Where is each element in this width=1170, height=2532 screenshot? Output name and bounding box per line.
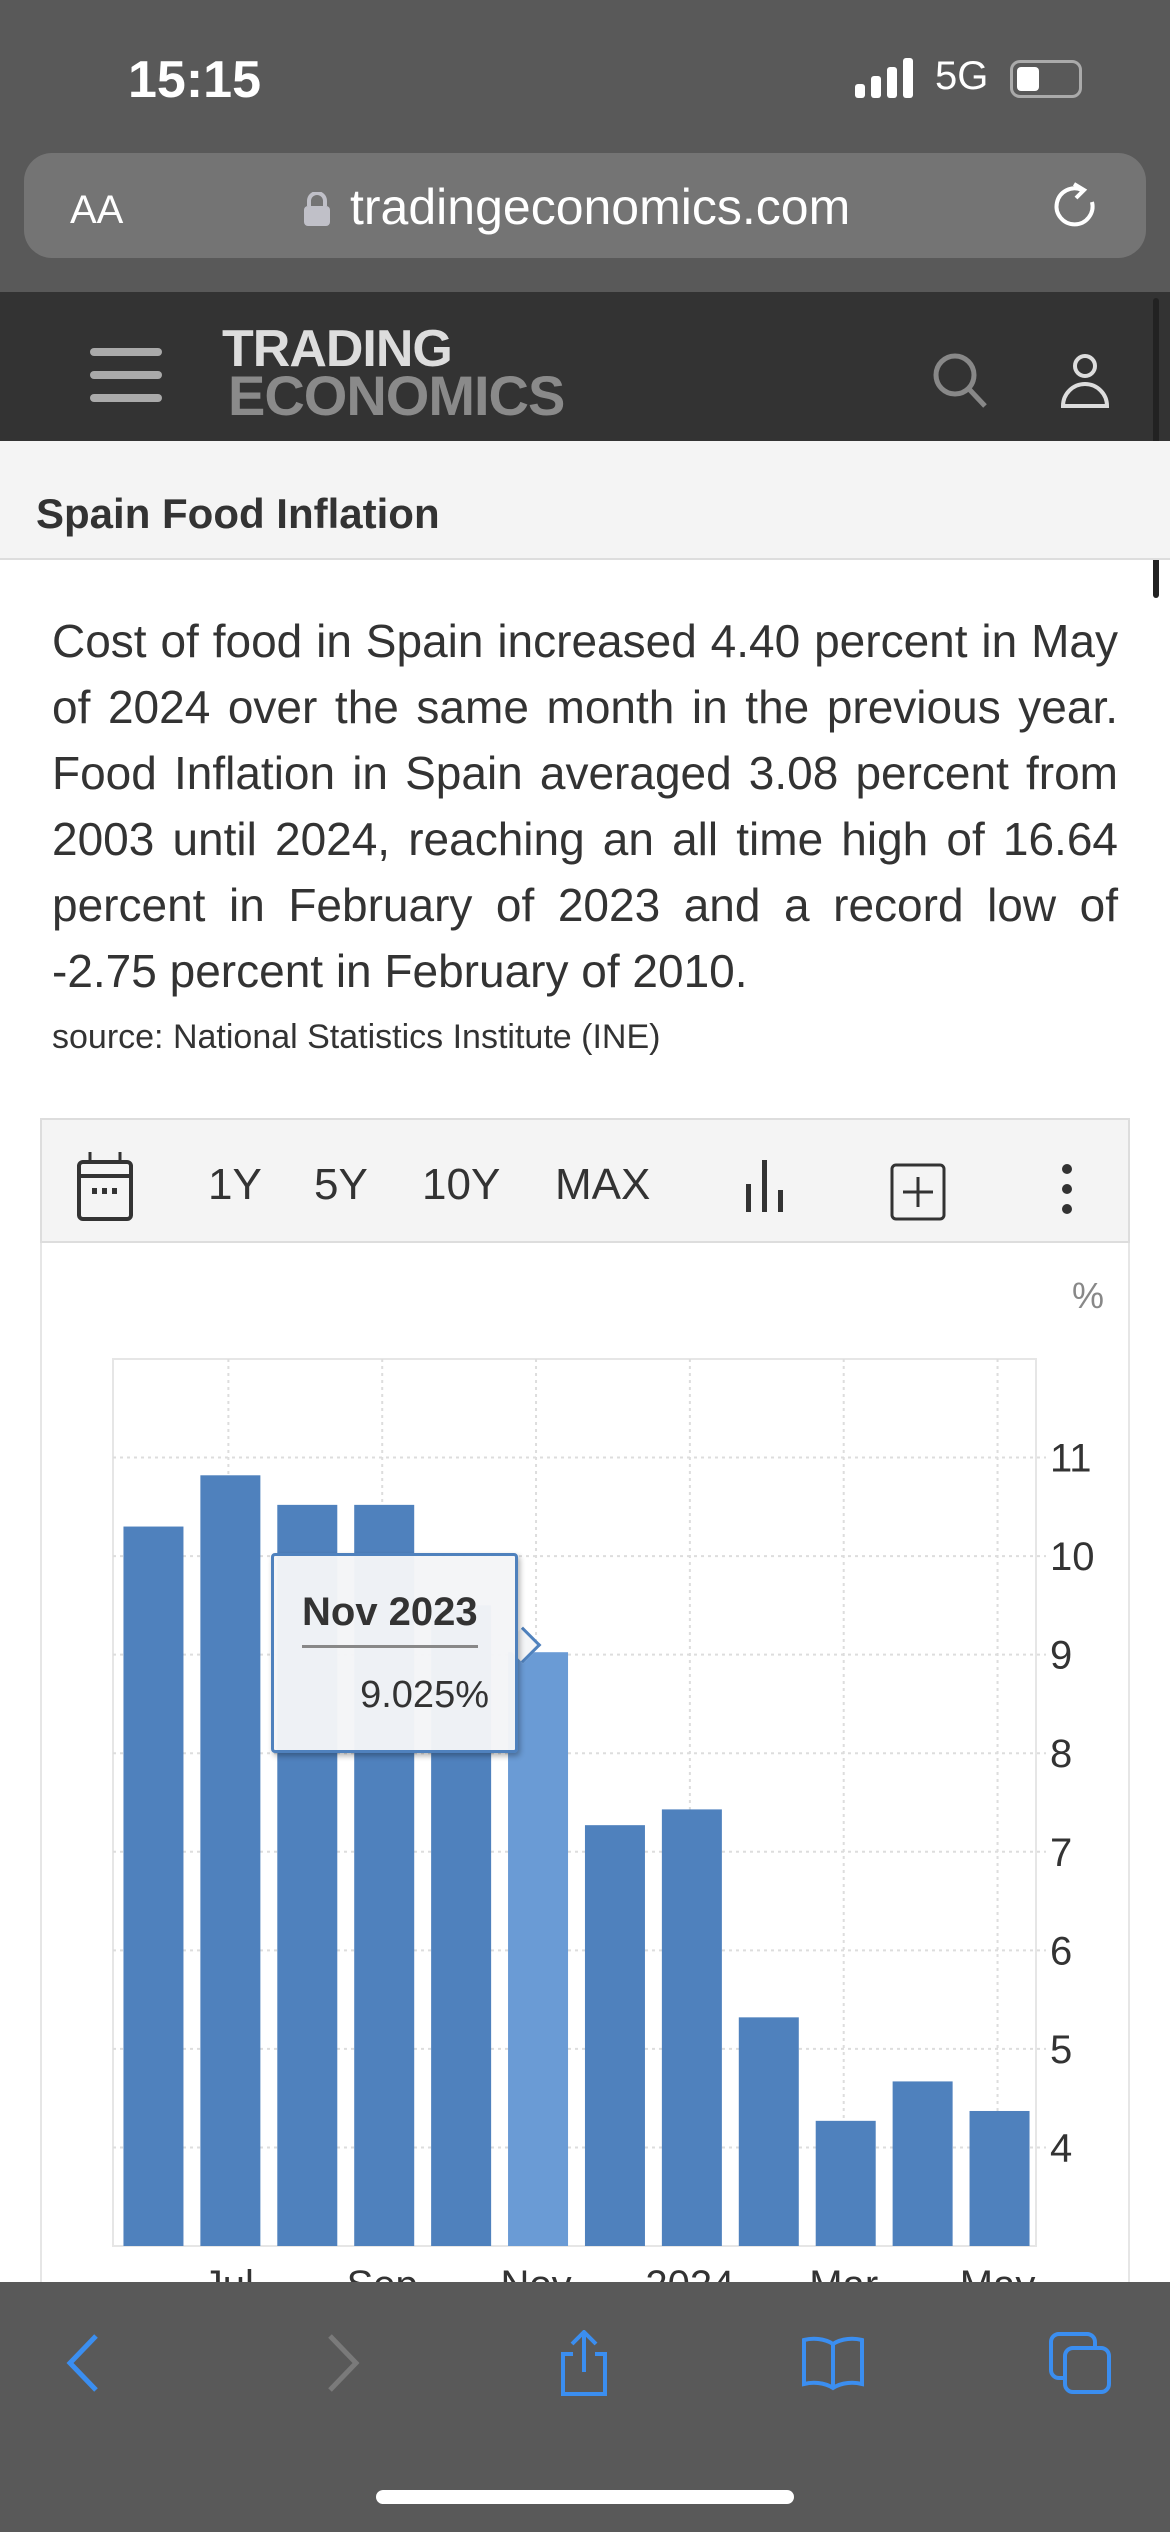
chart-type-icon[interactable] <box>744 1160 788 1212</box>
title-band <box>0 441 1170 560</box>
address-bar[interactable] <box>24 153 1146 258</box>
network-type: 5G <box>935 54 989 98</box>
logo-economics[interactable]: ECONOMICS <box>228 364 565 427</box>
y-tick-label: 8 <box>1050 1732 1072 1776</box>
bar <box>123 1526 184 2246</box>
chart-tooltip: Nov 2023 9.025% <box>271 1553 518 1753</box>
tooltip-title: Nov 2023 <box>302 1590 478 1648</box>
y-tick-label: 4 <box>1050 2126 1072 2170</box>
share-icon[interactable] <box>551 2330 617 2396</box>
logo-trading[interactable]: TRADING <box>222 320 453 378</box>
calendar-icon[interactable] <box>76 1152 134 1222</box>
y-tick-label: 5 <box>1050 2028 1072 2072</box>
bar <box>661 1809 722 2246</box>
bar <box>892 2081 953 2246</box>
y-axis-unit: % <box>1072 1275 1105 1316</box>
back-icon[interactable] <box>54 2330 120 2396</box>
tooltip-value: 9.025% <box>360 1674 489 1716</box>
more-options-icon[interactable] <box>1057 1163 1077 1215</box>
status-time: 15:15 <box>128 51 261 109</box>
user-icon[interactable] <box>1060 350 1110 410</box>
bookmarks-icon[interactable] <box>800 2330 866 2396</box>
forward-icon[interactable] <box>306 2330 372 2396</box>
y-tick-label: 11 <box>1050 1437 1092 1481</box>
bar <box>200 1475 261 2246</box>
range-max-button[interactable]: MAX <box>555 1160 651 1209</box>
reader-options-button[interactable]: AA <box>70 188 124 232</box>
url-text[interactable]: tradingeconomics.com <box>350 179 851 235</box>
bar <box>508 1652 569 2246</box>
lock-icon <box>304 192 330 226</box>
home-indicator[interactable] <box>376 2490 794 2504</box>
description: Cost of food in Spain increased 4.40 per… <box>52 615 1118 997</box>
battery-icon <box>1010 60 1082 98</box>
source-text: source: National Statistics Institute (I… <box>52 1018 661 1056</box>
search-icon[interactable] <box>930 350 990 410</box>
range-5y-button[interactable]: 5Y <box>314 1160 368 1209</box>
hamburger-menu-icon[interactable] <box>90 348 162 402</box>
range-10y-button[interactable]: 10Y <box>422 1160 501 1209</box>
y-tick-label: 6 <box>1050 1929 1072 1973</box>
signal-icon <box>855 58 913 98</box>
range-1y-button[interactable]: 1Y <box>208 1160 262 1209</box>
add-compare-icon[interactable] <box>890 1163 946 1221</box>
bar <box>584 1825 645 2246</box>
page-title: Spain Food Inflation <box>36 490 440 537</box>
bar <box>815 2120 876 2246</box>
y-tick-label: 10 <box>1050 1535 1095 1579</box>
y-tick-label: 7 <box>1050 1831 1072 1875</box>
site-header <box>0 292 1170 441</box>
reload-icon[interactable] <box>1052 182 1102 232</box>
tabs-icon[interactable] <box>1047 2330 1113 2396</box>
chart-toolbar <box>40 1118 1130 1243</box>
bar <box>738 2017 799 2246</box>
bar <box>969 2110 1030 2246</box>
y-tick-label: 9 <box>1050 1634 1072 1678</box>
